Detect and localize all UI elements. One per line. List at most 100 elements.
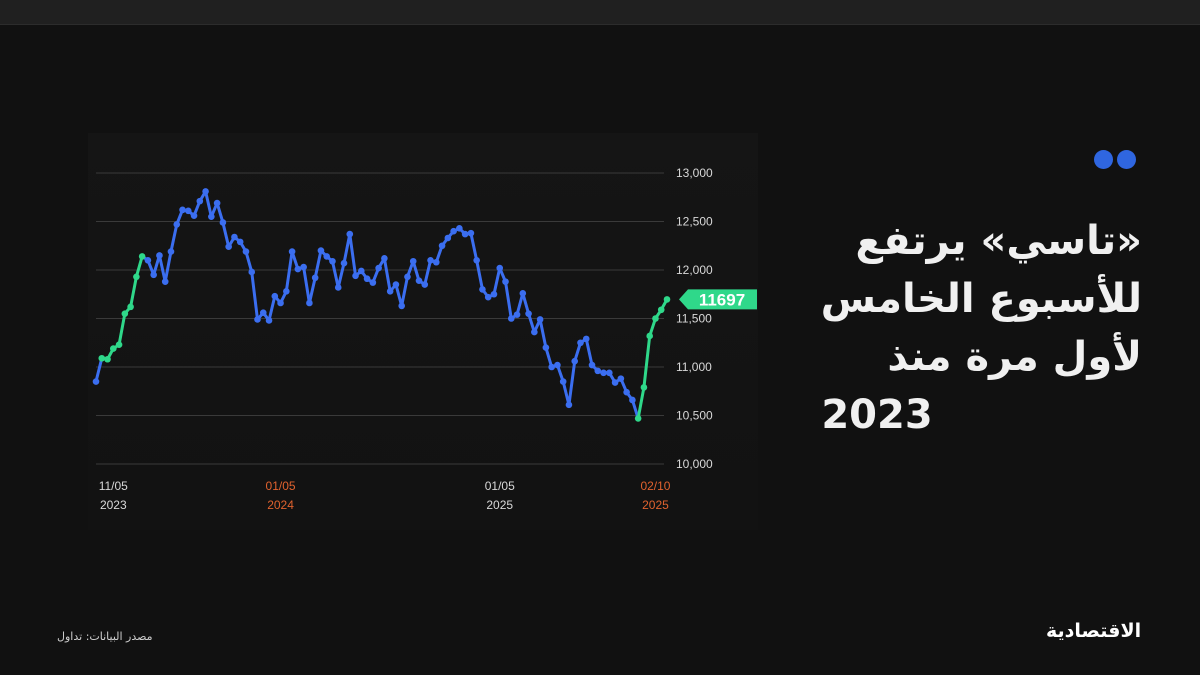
data-point (432, 258, 440, 266)
data-point (144, 257, 152, 264)
y-tick-label: 13,000 (676, 166, 713, 180)
data-point (138, 253, 146, 260)
data-point (536, 316, 544, 323)
data-point (490, 290, 498, 298)
line-segment (382, 256, 392, 293)
line-segment (221, 220, 231, 249)
headline: «تاسي» يرتفع للأسبوع الخامس لأول مرة منذ… (762, 212, 1142, 444)
data-point (288, 248, 296, 255)
data-point (231, 233, 238, 241)
data-point (311, 274, 319, 282)
data-point (438, 242, 446, 250)
y-tick-label: 10,000 (676, 457, 713, 471)
data-point (92, 378, 100, 385)
line-segment (521, 291, 531, 316)
data-point (358, 267, 365, 275)
data-point (502, 278, 509, 285)
data-point (513, 311, 521, 318)
line-segment (284, 250, 294, 293)
data-point (507, 315, 515, 322)
line-segment (129, 275, 138, 309)
data-point (317, 247, 325, 254)
line-segment (636, 385, 646, 420)
line-segment (394, 283, 404, 308)
data-point (646, 332, 653, 340)
line-segment (567, 359, 577, 407)
data-point (600, 369, 607, 377)
data-source: مصدر البيانات: تداول (57, 630, 153, 643)
data-point (196, 197, 204, 205)
data-point (634, 415, 642, 422)
line-segment (244, 250, 254, 274)
data-point (381, 255, 388, 262)
headline-line: «تاسي» يرتفع (855, 218, 1142, 264)
data-point (496, 264, 504, 272)
data-point (329, 257, 336, 265)
data-point (427, 257, 434, 264)
data-point (150, 271, 157, 279)
line-segment (336, 261, 346, 289)
accent-dot (1094, 150, 1113, 169)
y-tick-label: 12,000 (676, 263, 713, 277)
data-point (473, 257, 480, 264)
line-segment (94, 356, 104, 384)
data-point (456, 224, 463, 232)
data-point (156, 252, 163, 259)
data-point (594, 367, 602, 375)
line-segment (152, 253, 161, 277)
x-tick-label: 2025 (486, 498, 513, 512)
data-point (484, 293, 492, 301)
line-segment (342, 232, 352, 265)
data-point (277, 299, 284, 307)
line-segment (544, 346, 554, 369)
data-point (467, 229, 475, 237)
line-segment (330, 259, 340, 289)
data-point (110, 345, 117, 352)
last-value-label: 11697 (699, 290, 745, 309)
data-point (340, 259, 348, 267)
data-point (306, 299, 313, 307)
data-point (617, 375, 625, 382)
line-segment (469, 231, 479, 262)
data-point (444, 234, 452, 242)
line-segment (117, 312, 127, 347)
line-segment (313, 249, 323, 280)
data-point (652, 315, 659, 322)
top-bar (0, 0, 1200, 25)
line-segment (504, 280, 513, 320)
x-tick-label: 2024 (267, 498, 294, 512)
data-point (375, 264, 382, 272)
data-point (479, 286, 486, 293)
data-point (369, 279, 377, 286)
data-point (663, 296, 671, 303)
data-point (265, 317, 273, 324)
line-segment (584, 337, 594, 367)
data-point (582, 335, 590, 343)
data-point (363, 275, 371, 283)
line-segment (267, 294, 277, 322)
headline-line: 2023 (821, 392, 933, 438)
line-segment (492, 266, 502, 296)
data-point (184, 207, 192, 215)
data-point (254, 316, 261, 323)
data-point (121, 310, 129, 317)
data-point (219, 219, 227, 226)
data-point (415, 277, 423, 284)
data-point (202, 188, 209, 195)
data-point (461, 230, 469, 238)
data-point (392, 281, 400, 288)
data-point (398, 302, 405, 310)
data-point (190, 212, 198, 219)
data-point (450, 227, 457, 235)
data-point (167, 248, 175, 255)
data-point (519, 289, 527, 297)
data-point (213, 199, 221, 207)
data-point (242, 248, 250, 255)
data-point (127, 303, 134, 311)
x-tick-label: 01/05 (266, 479, 296, 493)
data-point (294, 265, 302, 273)
y-tick-label: 12,500 (676, 215, 713, 229)
line-segment (307, 276, 317, 305)
data-point (104, 355, 111, 363)
x-tick-label: 2023 (100, 498, 127, 512)
